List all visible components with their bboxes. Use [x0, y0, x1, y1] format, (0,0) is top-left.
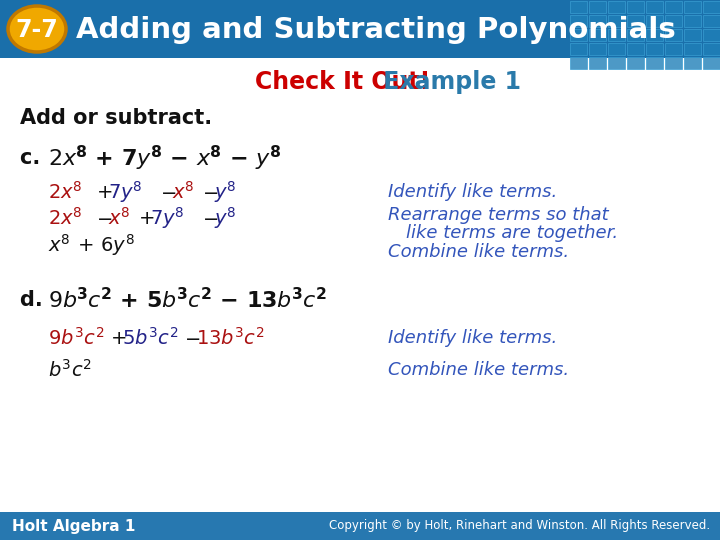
Text: $5\mathit{b}^{3}\mathit{c}^{2}$: $5\mathit{b}^{3}\mathit{c}^{2}$ — [122, 327, 179, 349]
Bar — [684, 1, 701, 13]
Bar — [703, 15, 720, 27]
Bar — [608, 57, 625, 69]
Text: $\mathit{x}^{8}\,+\,6\mathit{y}^{8}$: $\mathit{x}^{8}\,+\,6\mathit{y}^{8}$ — [48, 232, 135, 258]
Bar — [665, 57, 682, 69]
Text: $+$: $+$ — [96, 183, 112, 201]
Text: Combine like terms.: Combine like terms. — [388, 361, 569, 379]
Text: Adding and Subtracting Polynomials: Adding and Subtracting Polynomials — [76, 16, 676, 44]
Text: Holt Algebra 1: Holt Algebra 1 — [12, 518, 135, 534]
Text: $-$: $-$ — [184, 328, 200, 348]
Bar — [589, 29, 606, 41]
Bar — [646, 43, 663, 55]
Text: $\mathit{x}^{8}$: $\mathit{x}^{8}$ — [108, 207, 130, 229]
Bar — [570, 57, 587, 69]
Text: Combine like terms.: Combine like terms. — [388, 243, 569, 261]
Bar — [570, 43, 587, 55]
Text: $\mathit{y}^{8}$: $\mathit{y}^{8}$ — [214, 179, 237, 205]
Text: Add or subtract.: Add or subtract. — [20, 108, 212, 128]
Bar — [589, 1, 606, 13]
Ellipse shape — [8, 6, 66, 52]
Bar — [665, 15, 682, 27]
Text: $13\mathit{b}^{3}\mathit{c}^{2}$: $13\mathit{b}^{3}\mathit{c}^{2}$ — [196, 327, 265, 349]
Bar — [0, 512, 720, 540]
Text: $\mathbf{\mathit{2x}}^{\mathbf{8}}\mathbf{\,+\,7\mathit{y}}^{\mathbf{8}}\mathbf{: $\mathbf{\mathit{2x}}^{\mathbf{8}}\mathb… — [48, 144, 281, 173]
Text: $\mathit{7y}^{8}$: $\mathit{7y}^{8}$ — [108, 179, 143, 205]
Text: like terms are together.: like terms are together. — [406, 224, 618, 242]
Bar — [703, 1, 720, 13]
Bar — [684, 15, 701, 27]
Bar — [703, 29, 720, 41]
Bar — [627, 43, 644, 55]
Bar — [589, 57, 606, 69]
Text: $\mathit{2x}^{8}$: $\mathit{2x}^{8}$ — [48, 207, 83, 229]
Bar — [589, 43, 606, 55]
Text: $9\mathit{b}^{3}\mathit{c}^{2}$: $9\mathit{b}^{3}\mathit{c}^{2}$ — [48, 327, 104, 349]
Text: $-$: $-$ — [160, 183, 176, 201]
Text: Identify like terms.: Identify like terms. — [388, 329, 557, 347]
Bar — [570, 15, 587, 27]
Bar — [0, 0, 720, 58]
Bar — [665, 29, 682, 41]
Text: $+$: $+$ — [138, 208, 154, 227]
Text: Copyright © by Holt, Rinehart and Winston. All Rights Reserved.: Copyright © by Holt, Rinehart and Winsto… — [329, 519, 710, 532]
Text: c.: c. — [20, 148, 48, 168]
Bar — [627, 29, 644, 41]
Text: $\mathit{b}^{3}\mathit{c}^{2}$: $\mathit{b}^{3}\mathit{c}^{2}$ — [48, 359, 92, 381]
Bar — [627, 57, 644, 69]
Text: $\mathit{2x}^{8}$: $\mathit{2x}^{8}$ — [48, 181, 83, 203]
Text: 7-7: 7-7 — [16, 18, 58, 42]
Bar — [608, 29, 625, 41]
Bar — [684, 43, 701, 55]
Bar — [570, 29, 587, 41]
Bar — [608, 43, 625, 55]
Bar — [684, 29, 701, 41]
Bar — [608, 15, 625, 27]
Text: $-$: $-$ — [96, 208, 112, 227]
Bar — [646, 57, 663, 69]
Bar — [703, 43, 720, 55]
Text: Rearrange terms so that: Rearrange terms so that — [388, 206, 608, 224]
Bar — [684, 57, 701, 69]
Bar — [646, 1, 663, 13]
Text: $+$: $+$ — [110, 328, 127, 348]
Bar — [665, 1, 682, 13]
Bar — [627, 15, 644, 27]
Bar — [646, 29, 663, 41]
Text: Check It Out!: Check It Out! — [255, 70, 431, 94]
Bar — [570, 1, 587, 13]
Bar — [665, 43, 682, 55]
Text: $\mathit{7y}^{8}$: $\mathit{7y}^{8}$ — [150, 205, 184, 231]
Text: $-$: $-$ — [202, 183, 218, 201]
Bar — [646, 15, 663, 27]
Bar — [627, 1, 644, 13]
Text: $\mathbf{\mathit{9b}}^{\mathbf{3}}\mathbf{\mathit{c}}^{\mathbf{2}}\mathbf{\,+\,5: $\mathbf{\mathit{9b}}^{\mathbf{3}}\mathb… — [48, 287, 327, 313]
Bar — [608, 1, 625, 13]
Text: $\mathit{y}^{8}$: $\mathit{y}^{8}$ — [214, 205, 237, 231]
Text: $-$: $-$ — [202, 208, 218, 227]
Text: $\mathit{x}^{8}$: $\mathit{x}^{8}$ — [172, 181, 194, 203]
Bar — [589, 15, 606, 27]
Text: Identify like terms.: Identify like terms. — [388, 183, 557, 201]
Text: Example 1: Example 1 — [375, 70, 521, 94]
Text: d.: d. — [20, 290, 50, 310]
Bar — [703, 57, 720, 69]
